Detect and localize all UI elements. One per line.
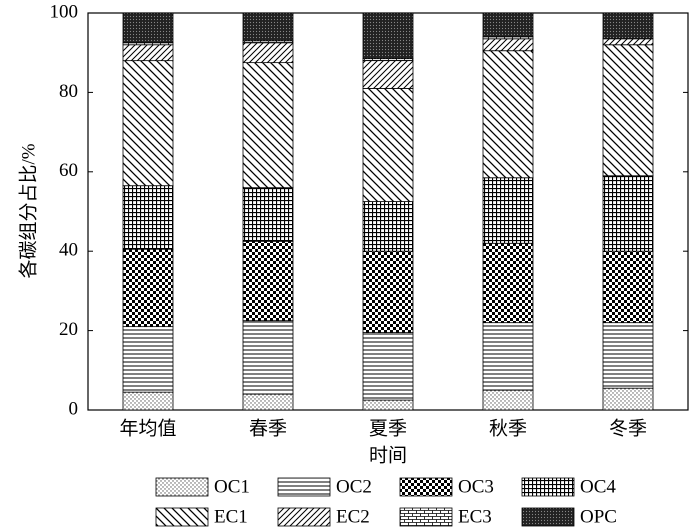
bar-segment — [242, 42, 294, 64]
bar-segment — [602, 322, 654, 389]
legend-swatch — [155, 477, 209, 497]
legend-swatch — [155, 507, 209, 527]
bar-segment — [602, 250, 654, 324]
bar-segment — [122, 391, 174, 411]
y-tick-label: 0 — [69, 398, 79, 419]
legend-swatch — [277, 477, 331, 497]
bar-segment — [242, 12, 294, 42]
x-tick-label: 年均值 — [119, 417, 176, 439]
bar-segment — [242, 187, 294, 242]
bar-segment — [122, 44, 174, 62]
y-tick-label: 80 — [59, 81, 78, 102]
legend-swatch — [521, 477, 575, 497]
bar-segment — [482, 177, 534, 244]
legend-label: OPC — [580, 506, 617, 527]
legend-label: OC2 — [336, 476, 372, 497]
legend-swatch — [399, 477, 453, 497]
bar-segment — [242, 393, 294, 411]
bar-segment — [482, 322, 534, 391]
bar-segment — [362, 399, 414, 411]
bar-segment — [362, 332, 414, 401]
y-tick-label: 60 — [59, 160, 78, 181]
x-axis-title: 时间 — [369, 444, 407, 466]
bar-segment — [482, 50, 534, 179]
bar-segment — [122, 326, 174, 393]
legend-swatch — [277, 507, 331, 527]
bar-segment — [362, 12, 414, 60]
bar-segment — [242, 320, 294, 395]
bar-segment — [602, 387, 654, 411]
bar-segment — [482, 12, 534, 38]
bar-segment — [482, 38, 534, 52]
y-tick-label: 20 — [59, 319, 78, 340]
bar-segment — [242, 240, 294, 322]
bar-segment — [362, 250, 414, 333]
legend-label: OC3 — [458, 476, 494, 497]
legend-label: EC3 — [458, 506, 492, 527]
legend-label: OC1 — [214, 476, 250, 497]
bar-segment — [602, 175, 654, 252]
x-tick-label: 冬季 — [609, 417, 647, 439]
bar-segment — [122, 60, 174, 187]
legend-swatch — [399, 507, 453, 527]
y-tick-label: 100 — [50, 1, 79, 22]
bar-segment — [482, 242, 534, 324]
bar-segment — [122, 12, 174, 44]
bar-segment — [602, 38, 654, 46]
legend-label: OC4 — [580, 476, 616, 497]
bar-segment — [362, 201, 414, 252]
x-tick-label: 秋季 — [489, 417, 527, 439]
bar-segment — [362, 88, 414, 202]
legend-label: EC1 — [214, 506, 248, 527]
bar-segment — [482, 389, 534, 411]
x-tick-label: 夏季 — [369, 417, 407, 439]
y-tick-label: 40 — [59, 240, 78, 261]
legend-swatch — [521, 507, 575, 527]
bar-segment — [602, 12, 654, 40]
legend-label: EC2 — [336, 506, 370, 527]
bar-segment — [242, 62, 294, 189]
y-axis-title: 各碳组分占比/% — [17, 143, 39, 278]
bar-segment — [602, 44, 654, 177]
bar-segment — [122, 185, 174, 250]
x-tick-label: 春季 — [249, 417, 287, 439]
bar-segment — [122, 248, 174, 328]
bar-segment — [362, 60, 414, 89]
